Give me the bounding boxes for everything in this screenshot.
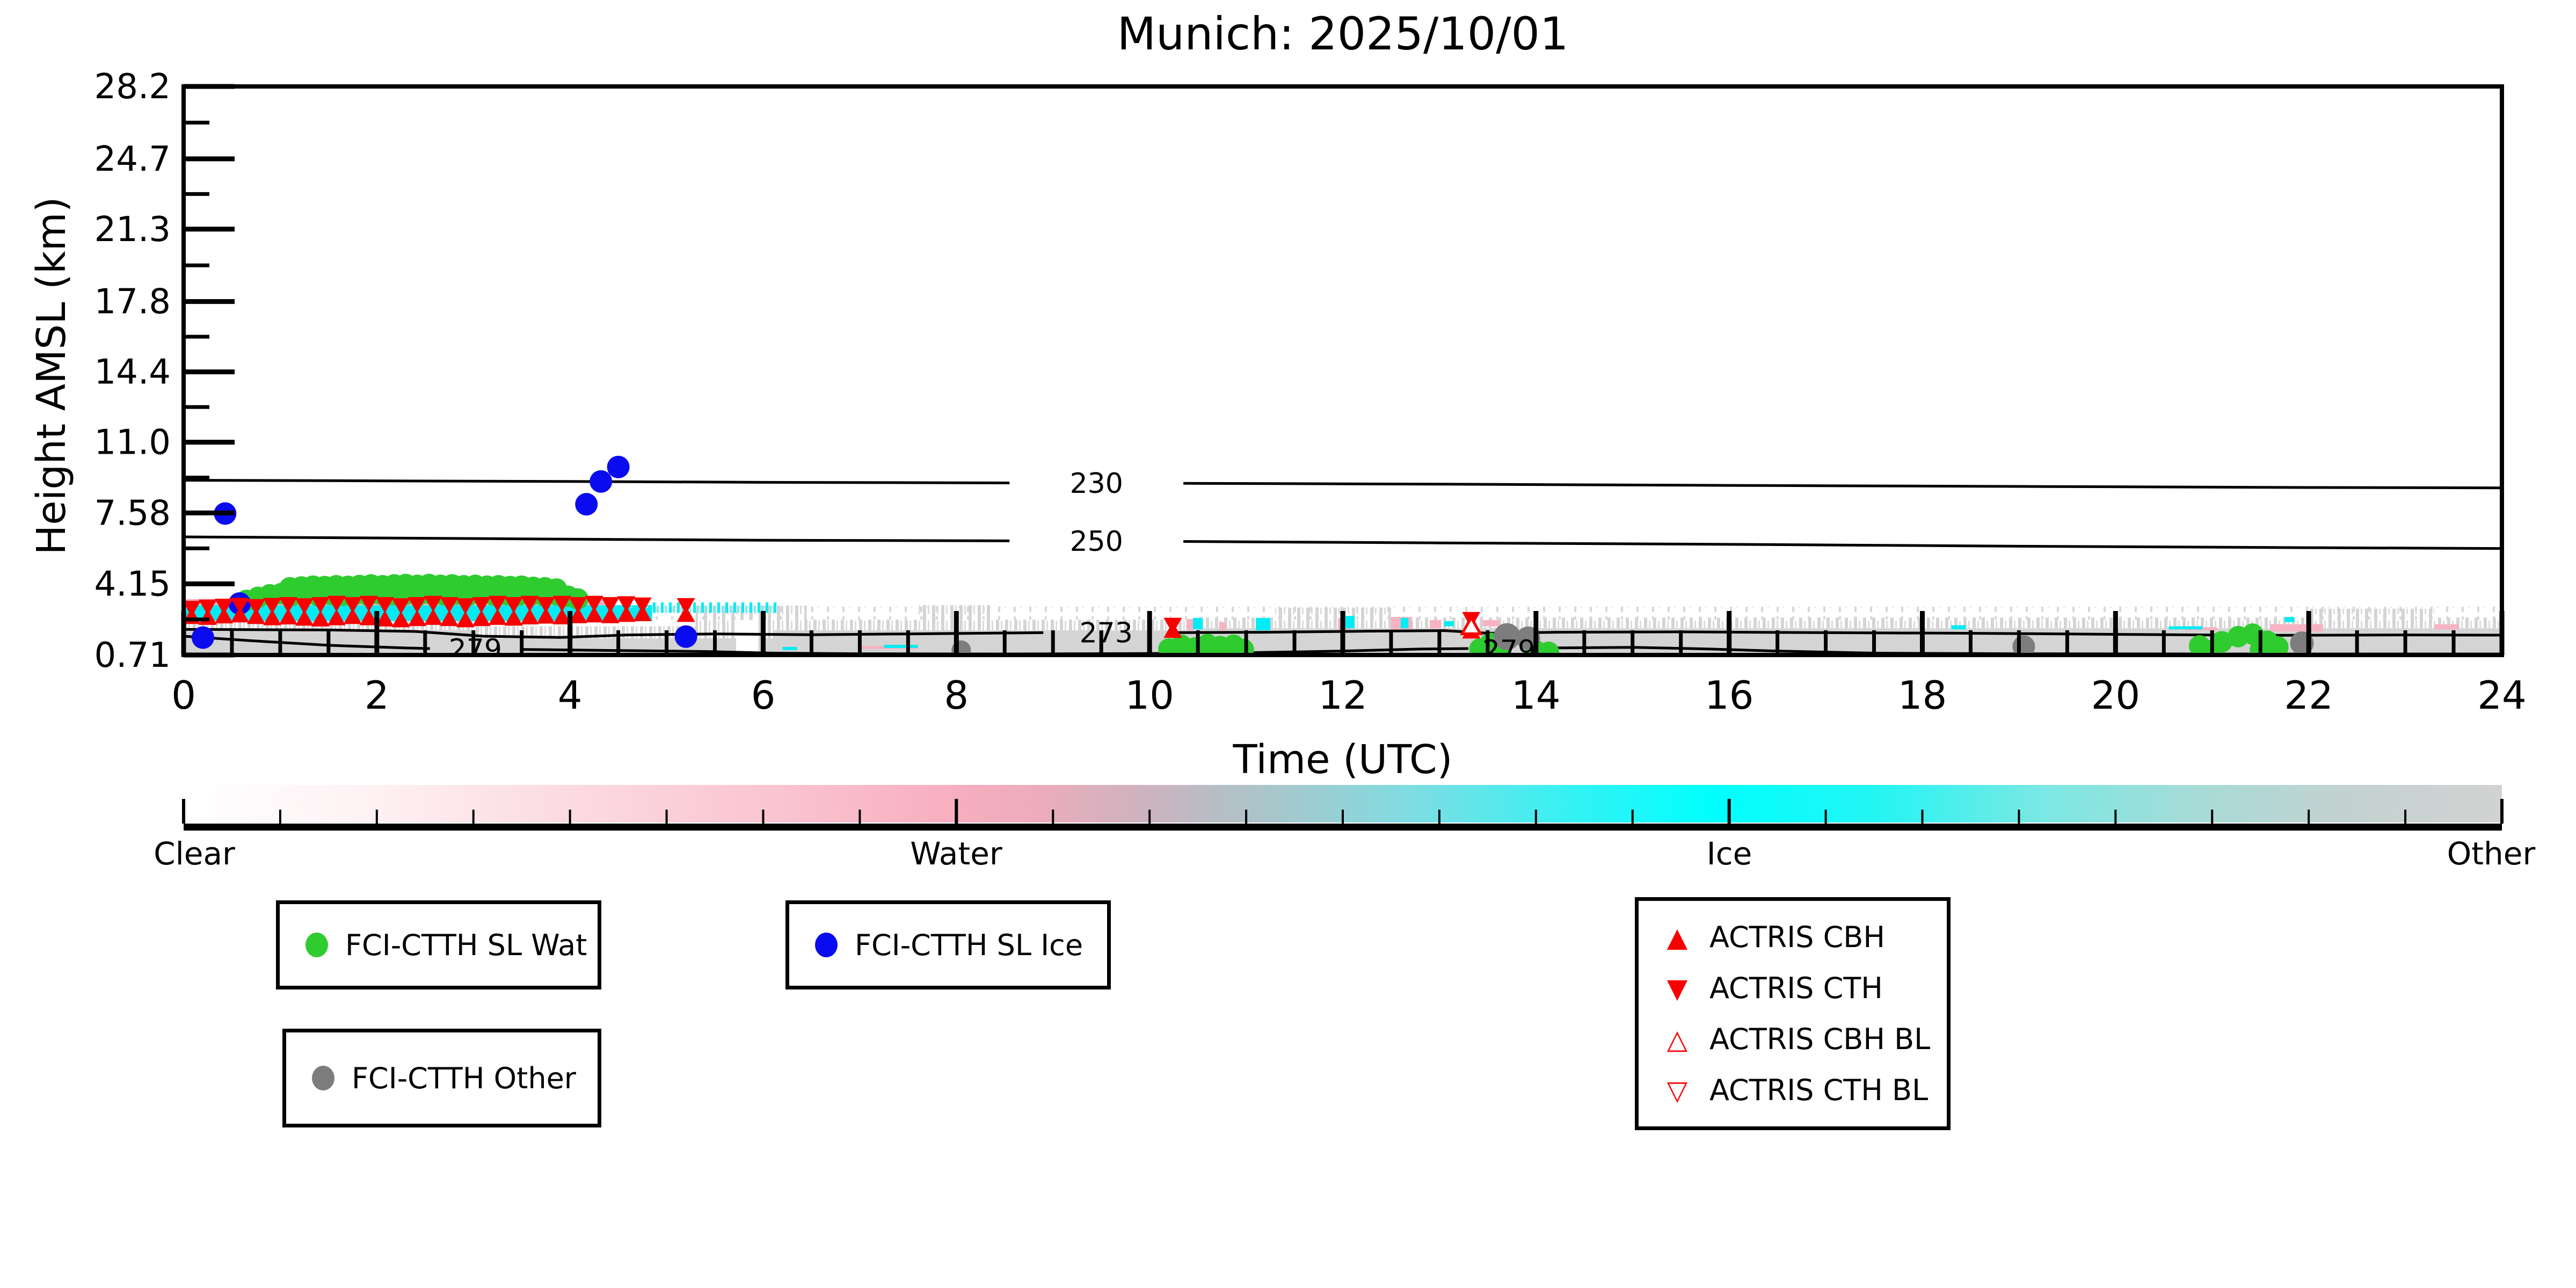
legend-label: FCI-CTTH SL Wat [345,928,587,962]
svg-text:20: 20 [2091,673,2141,718]
legend-label: ACTRIS CBH [1709,920,1885,954]
water-dot-icon [305,933,328,957]
svg-text:8: 8 [944,673,969,718]
svg-text:14.4: 14.4 [94,353,171,392]
chart-title: Munich: 2025/10/01 [1117,8,1569,60]
legend-label: ACTRIS CTH BL [1709,1073,1929,1107]
legend-row-cth: ▼ ACTRIS CTH [1639,971,1947,1005]
cth-triangle-icon: ▼ [1667,972,1688,1004]
cbh-bl-triangle-icon: △ [1667,1023,1688,1055]
svg-text:11.0: 11.0 [94,423,171,463]
legend-fci-water: FCI-CTTH SL Wat [276,900,601,989]
legend-row-cbh-bl: △ ACTRIS CBH BL [1639,1022,1947,1056]
legend-actris: ▲ ACTRIS CBH ▼ ACTRIS CTH △ ACTRIS CBH B… [1635,897,1951,1130]
svg-text:2: 2 [365,673,389,718]
svg-text:28.2: 28.2 [94,67,171,107]
svg-text:0: 0 [171,673,196,718]
colorbar-label-other: Other [2447,835,2536,872]
colorbar-label-ice: Ice [1706,835,1752,872]
legend-label: ACTRIS CBH BL [1709,1022,1931,1056]
svg-text:16: 16 [1705,673,1754,718]
svg-text:12: 12 [1318,673,1367,718]
svg-text:6: 6 [751,673,776,718]
colorbar-label-water: Water [910,835,1002,872]
legend-fci-ice: FCI-CTTH SL Ice [785,900,1111,989]
svg-text:14: 14 [1511,673,1561,718]
svg-text:22: 22 [2284,673,2333,718]
svg-text:250: 250 [1070,526,1123,558]
svg-text:279: 279 [449,634,502,666]
svg-text:18: 18 [1898,673,1947,718]
svg-text:4: 4 [558,673,583,718]
legend-fci-other: FCI-CTTH Other [282,1029,601,1127]
svg-text:17.8: 17.8 [94,282,171,322]
svg-text:24.7: 24.7 [94,140,171,179]
cbh-triangle-icon: ▲ [1667,921,1688,953]
colorbar-label-clear: Clear [154,835,235,872]
svg-text:273: 273 [1080,617,1133,649]
legend-label: FCI-CTTH Other [352,1061,576,1095]
ice-dot-icon [815,933,838,957]
svg-text:10: 10 [1125,673,1174,718]
svg-text:4.15: 4.15 [94,564,171,604]
legend-row-cth-bl: ▽ ACTRIS CTH BL [1639,1073,1947,1107]
svg-text:21.3: 21.3 [94,210,171,250]
svg-text:7.58: 7.58 [94,493,171,533]
svg-text:230: 230 [1070,468,1123,500]
other-dot-icon [312,1066,334,1090]
legend-row-cbh: ▲ ACTRIS CBH [1639,920,1947,954]
svg-text:24: 24 [2477,673,2527,718]
legend-label: ACTRIS CTH [1709,971,1883,1005]
y-axis-label: Height AMSL (km) [28,197,75,555]
legend-label: FCI-CTTH SL Ice [855,928,1083,962]
svg-text:279: 279 [1482,635,1536,667]
x-axis-label: Time (UTC) [1233,737,1453,783]
svg-text:0.71: 0.71 [94,636,171,675]
cth-bl-triangle-icon: ▽ [1667,1074,1688,1106]
